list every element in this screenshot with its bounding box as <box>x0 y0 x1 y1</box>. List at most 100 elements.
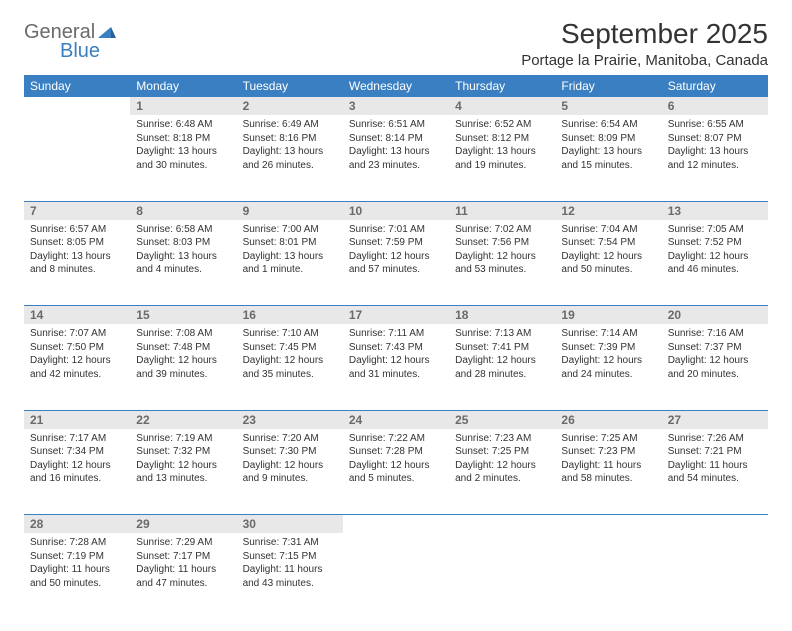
day-cell: Sunrise: 6:48 AMSunset: 8:18 PMDaylight:… <box>130 115 236 201</box>
day-number: 11 <box>449 201 555 220</box>
info-line: Daylight: 12 hours <box>349 459 443 473</box>
logo-mark-icon <box>98 22 116 42</box>
day-info: Sunrise: 6:49 AMSunset: 8:16 PMDaylight:… <box>237 115 343 177</box>
info-line: Sunrise: 6:48 AM <box>136 118 230 132</box>
info-line: Sunrise: 6:51 AM <box>349 118 443 132</box>
info-line: and 4 minutes. <box>136 263 230 277</box>
info-line: Sunset: 7:52 PM <box>668 236 762 250</box>
info-line: Daylight: 12 hours <box>30 459 124 473</box>
day-info-row: Sunrise: 6:48 AMSunset: 8:18 PM Daylight:… <box>24 115 768 201</box>
info-line: Sunrise: 7:25 AM <box>561 432 655 446</box>
day-number: 21 <box>24 410 130 429</box>
day-cell: Sunrise: 7:16 AMSunset: 7:37 PMDaylight:… <box>662 324 768 410</box>
info-line: Daylight: 11 hours <box>30 563 124 577</box>
info-line: Daylight: 12 hours <box>455 250 549 264</box>
day-number: 4 <box>449 97 555 115</box>
day-info: Sunrise: 7:11 AMSunset: 7:43 PMDaylight:… <box>343 324 449 386</box>
info-line: Daylight: 13 hours <box>349 145 443 159</box>
info-line: Sunset: 7:34 PM <box>30 445 124 459</box>
day-cell: Sunrise: 7:01 AMSunset: 7:59 PMDaylight:… <box>343 220 449 306</box>
day-info: Sunrise: 6:51 AMSunset: 8:14 PMDaylight:… <box>343 115 449 177</box>
day-cell: Sunrise: 6:54 AMSunset: 8:09 PMDaylight:… <box>555 115 661 201</box>
info-line: Daylight: 11 hours <box>561 459 655 473</box>
info-line: Sunset: 7:45 PM <box>243 341 337 355</box>
calendar-table: Sunday Monday Tuesday Wednesday Thursday… <box>24 75 768 619</box>
info-line: Sunset: 8:14 PM <box>349 132 443 146</box>
info-line: Sunset: 7:50 PM <box>30 341 124 355</box>
info-line: Sunrise: 7:23 AM <box>455 432 549 446</box>
calendar-body: 123456Sunrise: 6:48 AMSunset: 8:18 PMDay… <box>24 97 768 619</box>
info-line: Sunrise: 6:52 AM <box>455 118 549 132</box>
day-info: Sunrise: 7:17 AMSunset: 7:34 PMDaylight:… <box>24 429 130 491</box>
logo-word2: Blue <box>24 41 116 61</box>
daynum-row: 282930 <box>24 515 768 534</box>
info-line: and 39 minutes. <box>136 368 230 382</box>
day-cell <box>449 533 555 619</box>
day-info-row: Sunrise: 7:17 AMSunset: 7:34 PMDaylight:… <box>24 429 768 515</box>
info-line: Sunrise: 6:57 AM <box>30 223 124 237</box>
month-title: September 2025 <box>521 18 768 50</box>
day-number: 25 <box>449 410 555 429</box>
info-line: and 9 minutes. <box>243 472 337 486</box>
day-number: 12 <box>555 201 661 220</box>
info-line: Sunrise: 7:17 AM <box>30 432 124 446</box>
weekday-header: Saturday <box>662 75 768 97</box>
day-number: 3 <box>343 97 449 115</box>
day-number <box>343 515 449 534</box>
info-line: and 50 minutes. <box>561 263 655 277</box>
info-line: and 50 minutes. <box>30 577 124 591</box>
info-line: Sunset: 8:18 PM <box>136 132 230 146</box>
info-line: and 13 minutes. <box>136 472 230 486</box>
info-line: Sunset: 8:01 PM <box>243 236 337 250</box>
info-line: Sunrise: 7:19 AM <box>136 432 230 446</box>
day-number: 24 <box>343 410 449 429</box>
info-line: Sunset: 7:19 PM <box>30 550 124 564</box>
info-line: Sunset: 7:43 PM <box>349 341 443 355</box>
info-line: Sunrise: 7:22 AM <box>349 432 443 446</box>
calendar-page: General Blue September 2025 Portage la P… <box>0 0 792 631</box>
info-line: Sunset: 7:23 PM <box>561 445 655 459</box>
day-info: Sunrise: 6:57 AMSunset: 8:05 PMDaylight:… <box>24 220 130 282</box>
day-info: Sunrise: 7:19 AMSunset: 7:32 PMDaylight:… <box>130 429 236 491</box>
day-cell: Sunrise: 6:57 AMSunset: 8:05 PMDaylight:… <box>24 220 130 306</box>
info-line: Sunrise: 7:14 AM <box>561 327 655 341</box>
info-line: Sunrise: 7:00 AM <box>243 223 337 237</box>
day-cell <box>555 533 661 619</box>
day-cell: Sunrise: 7:23 AMSunset: 7:25 PMDaylight:… <box>449 429 555 515</box>
day-info: Sunrise: 7:01 AMSunset: 7:59 PMDaylight:… <box>343 220 449 282</box>
day-cell: Sunrise: 6:49 AMSunset: 8:16 PMDaylight:… <box>237 115 343 201</box>
info-line: Sunrise: 6:55 AM <box>668 118 762 132</box>
day-number: 13 <box>662 201 768 220</box>
info-line: Daylight: 13 hours <box>30 250 124 264</box>
location: Portage la Prairie, Manitoba, Canada <box>521 52 768 69</box>
day-number: 19 <box>555 306 661 325</box>
day-cell <box>662 533 768 619</box>
info-line: Daylight: 13 hours <box>561 145 655 159</box>
day-info: Sunrise: 7:04 AMSunset: 7:54 PMDaylight:… <box>555 220 661 282</box>
info-line: Sunrise: 7:26 AM <box>668 432 762 446</box>
info-line: Daylight: 12 hours <box>349 250 443 264</box>
info-line: and 57 minutes. <box>349 263 443 277</box>
day-cell <box>343 533 449 619</box>
weekday-header: Sunday <box>24 75 130 97</box>
day-info-row: Sunrise: 7:07 AMSunset: 7:50 PMDaylight:… <box>24 324 768 410</box>
info-line: Sunrise: 6:58 AM <box>136 223 230 237</box>
day-number: 6 <box>662 97 768 115</box>
header: General Blue September 2025 Portage la P… <box>24 18 768 69</box>
day-info: Sunrise: 7:20 AMSunset: 7:30 PMDaylight:… <box>237 429 343 491</box>
day-number: 27 <box>662 410 768 429</box>
info-line: Sunrise: 7:11 AM <box>349 327 443 341</box>
info-line: and 42 minutes. <box>30 368 124 382</box>
info-line: Sunrise: 7:28 AM <box>30 536 124 550</box>
weekday-header-row: Sunday Monday Tuesday Wednesday Thursday… <box>24 75 768 97</box>
day-info: Sunrise: 6:58 AMSunset: 8:03 PMDaylight:… <box>130 220 236 282</box>
day-cell: Sunrise: 7:20 AMSunset: 7:30 PMDaylight:… <box>237 429 343 515</box>
day-number: 9 <box>237 201 343 220</box>
day-number: 15 <box>130 306 236 325</box>
info-line: Daylight: 13 hours <box>136 250 230 264</box>
info-line: Sunset: 7:32 PM <box>136 445 230 459</box>
info-line: and 15 minutes. <box>561 159 655 173</box>
day-info: Sunrise: 7:14 AMSunset: 7:39 PMDaylight:… <box>555 324 661 386</box>
day-cell: Sunrise: 7:04 AMSunset: 7:54 PMDaylight:… <box>555 220 661 306</box>
day-info: Sunrise: 7:25 AMSunset: 7:23 PMDaylight:… <box>555 429 661 491</box>
